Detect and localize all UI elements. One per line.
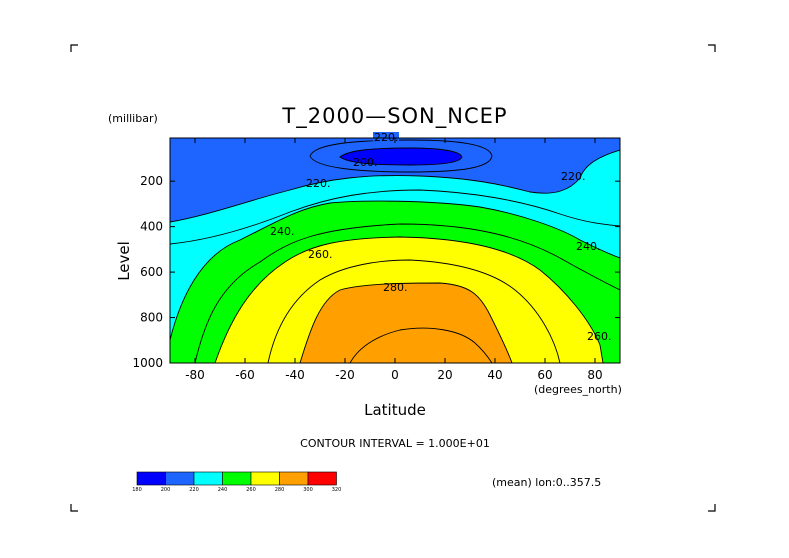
colorbar-swatch	[136, 471, 166, 486]
contour-line-220	[170, 149, 620, 223]
band-280-300	[300, 283, 512, 363]
x-tick-label: -80	[185, 368, 205, 382]
colorbar-swatch	[165, 471, 195, 486]
contour-label: 240.	[576, 240, 601, 253]
colorbar-swatch	[222, 471, 252, 486]
corner-mark-top-left	[70, 44, 78, 52]
y-tick-label: 800	[140, 311, 163, 325]
colorbar-swatch	[250, 471, 280, 486]
x-tick-label: -20	[335, 368, 355, 382]
x-tick-label: 80	[587, 368, 602, 382]
x-tick-label: 60	[537, 368, 552, 382]
colorbar-label: 320	[332, 487, 342, 493]
contour-label: 260.	[308, 248, 333, 261]
y-tick-label: 400	[140, 220, 163, 234]
contour-interval-text: CONTOUR INTERVAL = 1.000E+01	[300, 437, 490, 450]
colorbar-label: 220	[189, 487, 199, 493]
x-tick-label: 40	[487, 368, 502, 382]
x-axis: -80 -60 -40 -20 0 20 40 60 80	[185, 138, 603, 382]
contour-label: 220.	[306, 177, 331, 190]
corner-mark-top-right	[708, 44, 716, 52]
y-axis: 200 400 600 800 1000	[132, 174, 620, 370]
contour-label: 280.	[383, 281, 408, 294]
band-200-220	[170, 138, 620, 222]
contour-line-230	[170, 189, 620, 245]
y-axis-unit: (millibar)	[108, 112, 158, 125]
contour-line-250	[194, 223, 620, 363]
contour-line-240	[170, 200, 620, 341]
colorbar-swatch	[193, 471, 223, 486]
chart-title: T_2000—SON_NCEP	[282, 104, 508, 128]
contour-line-270	[267, 259, 561, 363]
colorbar-label: 180	[132, 487, 142, 493]
colorbar-label: 300	[303, 487, 313, 493]
contour-line-200	[309, 139, 493, 173]
contour-label: 260.	[587, 330, 612, 343]
contour-label-bg	[373, 132, 399, 141]
band-180-200	[340, 148, 462, 165]
contour-label: 220.	[561, 170, 586, 183]
y-tick-label: 200	[140, 174, 163, 188]
contour-labels: 220. 200. 220. 220. 240. 240. 260. 260. …	[270, 131, 612, 343]
contour-line-260	[214, 236, 604, 363]
corner-mark-bottom-left	[70, 504, 78, 512]
colorbar-label: 260	[246, 487, 256, 493]
x-tick-label: 0	[391, 368, 399, 382]
x-axis-label: Latitude	[364, 401, 426, 419]
x-tick-label: -60	[235, 368, 255, 382]
colorbar-swatch	[279, 471, 309, 486]
mean-annotation: (mean) lon:0..357.5	[492, 476, 602, 489]
x-tick-label: 20	[437, 368, 452, 382]
contour-lines	[170, 139, 620, 363]
contour-line-280	[299, 282, 513, 363]
contour-line-210	[339, 147, 463, 166]
x-axis-unit: (degrees_north)	[534, 383, 622, 396]
contour-label: 200.	[353, 156, 378, 169]
contour-line-290	[349, 327, 493, 363]
colorbar: 180 200 220 240 260 280 300 320	[132, 471, 342, 493]
y-tick-label: 1000	[132, 356, 163, 370]
contour-label: 240.	[270, 225, 295, 238]
x-tick-label: -40	[285, 368, 305, 382]
colorbar-label: 280	[275, 487, 285, 493]
corner-mark-bottom-right	[708, 504, 716, 512]
y-tick-label: 600	[140, 265, 163, 279]
colorbar-swatch	[307, 471, 337, 486]
colorbar-label: 200	[161, 487, 171, 493]
colorbar-label: 240	[218, 487, 228, 493]
